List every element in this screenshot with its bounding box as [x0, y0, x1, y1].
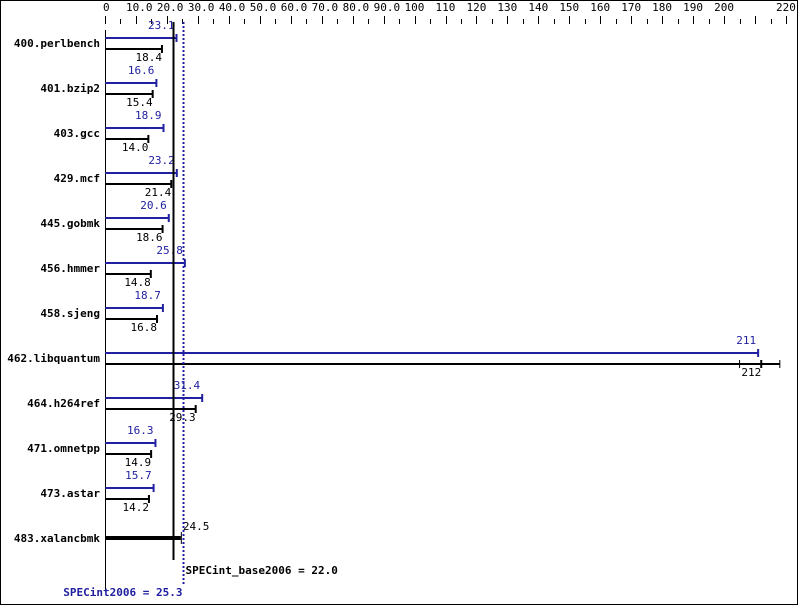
x-tick-label: 40.0	[219, 1, 246, 14]
benchmark-label: 464.h264ref	[27, 397, 100, 410]
base-value-label: 24.5	[183, 520, 210, 533]
x-tick-label: 90.0	[374, 1, 401, 14]
peak-value-label: 20.6	[140, 199, 167, 212]
x-tick-label: 110	[436, 1, 456, 14]
x-tick-label: 120	[466, 1, 486, 14]
bars-group: 400.perlbench 23.1 18.4 401.bzip2 16.6 15.4 40…	[7, 19, 781, 550]
axis-group: 0 10.0 20.0 30.0 40.0 50.0 60.0 70.0 80.0 90.0 100…	[103, 1, 796, 590]
x-tick-label: 180	[652, 1, 672, 14]
x-tick-label: 50.0	[250, 1, 276, 14]
benchmark-label: 473.astar	[40, 487, 100, 500]
x-tick-label: 70.0	[312, 1, 339, 14]
peak-value-label: 15.7	[125, 469, 152, 482]
base-value-label: 18.4	[135, 51, 162, 64]
x-tick-label: 20.0	[157, 1, 184, 14]
benchmark-label: 462.libquantum	[7, 352, 100, 365]
peak-value-label: 23.2	[148, 154, 175, 167]
peak-value-label: 16.6	[128, 64, 155, 77]
x-tick-label: 220	[776, 1, 796, 14]
peak-value-label: 25.8	[156, 244, 183, 257]
benchmark-label: 456.hmmer	[40, 262, 100, 275]
peak-value-label: 18.7	[134, 289, 161, 302]
reference-lines-group: SPECint_base2006 = 22.0 SPECint2006 = 25.…	[63, 22, 338, 599]
base-value-label: 14.2	[122, 501, 149, 514]
benchmark-label: 403.gcc	[54, 127, 100, 140]
x-tick-label: 150	[559, 1, 579, 14]
benchmark-label: 400.perlbench	[14, 37, 100, 50]
base-value-label: 18.6	[136, 231, 163, 244]
benchmark-label: 483.xalancbmk	[14, 532, 100, 545]
x-tick-label: 190	[683, 1, 703, 14]
base-value-label: 14.8	[124, 276, 151, 289]
base-value-label: 21.4	[145, 186, 172, 199]
base-value-label: 15.4	[126, 96, 153, 109]
x-tick-label: 170	[621, 1, 641, 14]
peak-value-label: 31.4	[174, 379, 201, 392]
x-tick-label: 100	[405, 1, 425, 14]
peak-value-label: 23.1	[148, 19, 175, 32]
base-value-label: 29.3	[169, 411, 196, 424]
benchmark-label: 445.gobmk	[40, 217, 100, 230]
peak-value-label: 16.3	[127, 424, 154, 437]
x-tick-label: 0	[103, 1, 110, 14]
peak-value-label: 211	[736, 334, 756, 347]
benchmark-label: 401.bzip2	[40, 82, 100, 95]
base-mean-label: SPECint_base2006 = 22.0	[186, 564, 338, 577]
x-tick-label: 140	[528, 1, 548, 14]
benchmark-label: 471.omnetpp	[27, 442, 100, 455]
benchmark-label: 458.sjeng	[40, 307, 100, 320]
benchmark-label: 429.mcf	[54, 172, 100, 185]
peak-mean-label: SPECint2006 = 25.3	[63, 586, 182, 599]
base-value-label: 14.9	[125, 456, 152, 469]
x-tick-label: 10.0	[126, 1, 153, 14]
x-tick-label: 130	[497, 1, 517, 14]
x-tick-label: 30.0	[188, 1, 215, 14]
x-tick-label: 80.0	[343, 1, 370, 14]
peak-value-label: 18.9	[135, 109, 162, 122]
x-tick-label: 60.0	[281, 1, 308, 14]
base-value-label: 212	[741, 366, 761, 379]
x-tick-label: 200	[714, 1, 734, 14]
base-value-label: 16.8	[131, 321, 158, 334]
base-value-label: 14.0	[122, 141, 149, 154]
x-tick-label: 160	[590, 1, 610, 14]
